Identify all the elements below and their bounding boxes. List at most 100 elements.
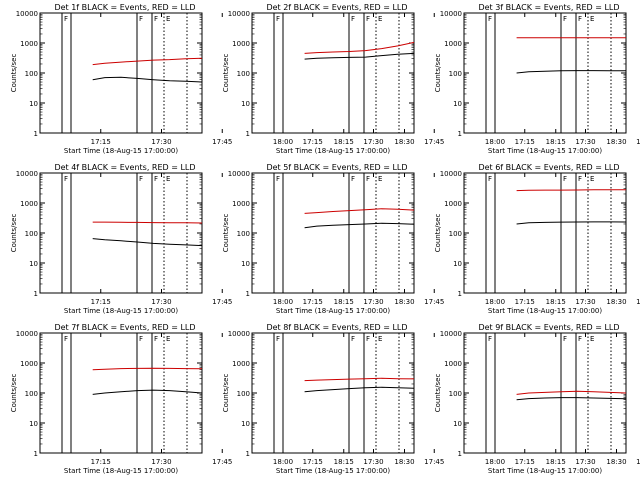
x-tick-label-6-1: 17:30 [575,298,595,306]
x-tick-label-1-4: 18:15 [334,138,354,146]
marker-label-3-3: E [590,15,594,23]
y-tick-label-2-0: 1 [246,130,250,138]
x-tick-label-1-0: 17:15 [91,138,111,146]
y-tick-label-4-3: 1000 [20,200,38,208]
x-tick-label-1-2: 17:45 [212,138,232,146]
y-tick-label-7-0: 1 [34,450,38,458]
plot-frame-7 [39,332,203,454]
chart-title-2: Det 2f BLACK = Events, RED = LLD [266,3,407,12]
y-tick-label-3-0: 1 [458,130,462,138]
y-tick-label-3-2: 100 [449,70,462,78]
marker-label-5-2: F [366,175,370,183]
y-tick-label-6-0: 1 [458,290,462,298]
x-tick-label-2-4: 18:15 [546,138,566,146]
marker-label-1-3: E [166,15,170,23]
chart-title-7: Det 7f BLACK = Events, RED = LLD [54,323,195,332]
lld-series-line-5 [304,208,415,214]
y-axis-label-7: Counts/sec [10,374,18,413]
x-tick-label-9-2: 17:45 [636,458,640,466]
x-tick-label-3-1: 17:30 [575,138,595,146]
x-tick-label-1-3: 18:00 [273,138,293,146]
y-axis-label-9: Counts/sec [434,374,442,413]
marker-label-8-2: F [366,335,370,343]
x-tick-label-4-3: 18:00 [273,298,293,306]
y-tick-label-7-2: 100 [25,390,38,398]
x-tick-label-4-5: 18:30 [394,298,414,306]
y-tick-label-6-4: 10000 [440,170,462,178]
x-tick-label-9-0: 17:15 [515,458,535,466]
marker-label-7-3: E [166,335,170,343]
y-tick-label-1-0: 1 [34,130,38,138]
y-tick-label-9-3: 1000 [444,360,462,368]
marker-label-4-0: F [64,175,68,183]
x-tick-label-2-3: 18:00 [485,138,505,146]
events-series-line-5 [304,222,415,229]
x-axis-label-9: Start Time (18-Aug-15 17:00:00) [488,467,602,475]
marker-label-3-2: F [578,15,582,23]
marker-label-9-1: F [563,335,567,343]
y-tick-label-3-4: 10000 [440,10,462,18]
chart-title-5: Det 5f BLACK = Events, RED = LLD [266,163,407,172]
plot-frame-8 [251,332,415,454]
y-tick-label-2-2: 100 [237,70,250,78]
x-axis-label-8: Start Time (18-Aug-15 17:00:00) [276,467,390,475]
marker-label-2-0: F [276,15,280,23]
y-tick-label-2-4: 10000 [228,10,250,18]
y-axis-label-4: Counts/sec [10,214,18,253]
y-tick-label-2-1: 10 [241,100,250,108]
y-tick-label-8-0: 1 [246,450,250,458]
marker-label-4-2: F [154,175,158,183]
y-axis-label-6: Counts/sec [434,214,442,253]
x-axis-label-6: Start Time (18-Aug-15 17:00:00) [488,307,602,315]
y-tick-label-6-3: 1000 [444,200,462,208]
y-tick-label-7-1: 10 [29,420,38,428]
x-tick-label-5-3: 18:00 [485,298,505,306]
events-series-line-4 [92,238,203,247]
x-tick-label-2-2: 17:45 [424,138,444,146]
y-tick-label-2-3: 1000 [232,40,250,48]
plot-frame-6 [463,172,627,294]
x-tick-label-2-1: 17:30 [363,138,383,146]
marker-label-9-3: E [590,335,594,343]
marker-label-2-1: F [351,15,355,23]
y-tick-label-8-2: 100 [237,390,250,398]
y-tick-label-8-3: 1000 [232,360,250,368]
y-tick-label-6-2: 100 [449,230,462,238]
marker-label-1-0: F [64,15,68,23]
y-tick-label-9-0: 1 [458,450,462,458]
plot-frame-9 [463,332,627,454]
chart-title-6: Det 6f BLACK = Events, RED = LLD [478,163,619,172]
x-tick-label-7-4: 18:15 [334,458,354,466]
events-series-line-3 [516,70,626,74]
x-tick-label-4-4: 18:15 [334,298,354,306]
x-axis-label-2: Start Time (18-Aug-15 17:00:00) [276,147,390,155]
y-axis-label-5: Counts/sec [222,214,230,253]
x-tick-label-3-0: 17:15 [515,138,535,146]
y-tick-label-1-3: 1000 [20,40,38,48]
y-tick-label-3-3: 1000 [444,40,462,48]
y-tick-label-9-1: 10 [453,420,462,428]
x-tick-label-6-0: 17:15 [515,298,535,306]
y-tick-label-1-4: 10000 [16,10,38,18]
marker-label-6-1: F [563,175,567,183]
marker-label-3-1: F [563,15,567,23]
y-tick-label-4-4: 10000 [16,170,38,178]
lld-series-line-1 [92,57,203,66]
plot-frame-1 [39,12,203,134]
chart-title-8: Det 8f BLACK = Events, RED = LLD [266,323,407,332]
events-series-line-7 [92,389,203,395]
y-tick-label-9-4: 10000 [440,330,462,338]
y-tick-label-9-2: 100 [449,390,462,398]
marker-label-4-1: F [139,175,143,183]
marker-label-5-0: F [276,175,280,183]
y-tick-label-1-1: 10 [29,100,38,108]
marker-label-4-3: E [166,175,170,183]
x-tick-label-1-1: 17:30 [151,138,171,146]
x-tick-label-4-2: 17:45 [212,298,232,306]
x-tick-label-2-0: 17:15 [303,138,323,146]
x-tick-label-5-5: 18:30 [606,298,626,306]
x-axis-label-1: Start Time (18-Aug-15 17:00:00) [64,147,178,155]
x-axis-label-7: Start Time (18-Aug-15 17:00:00) [64,467,178,475]
